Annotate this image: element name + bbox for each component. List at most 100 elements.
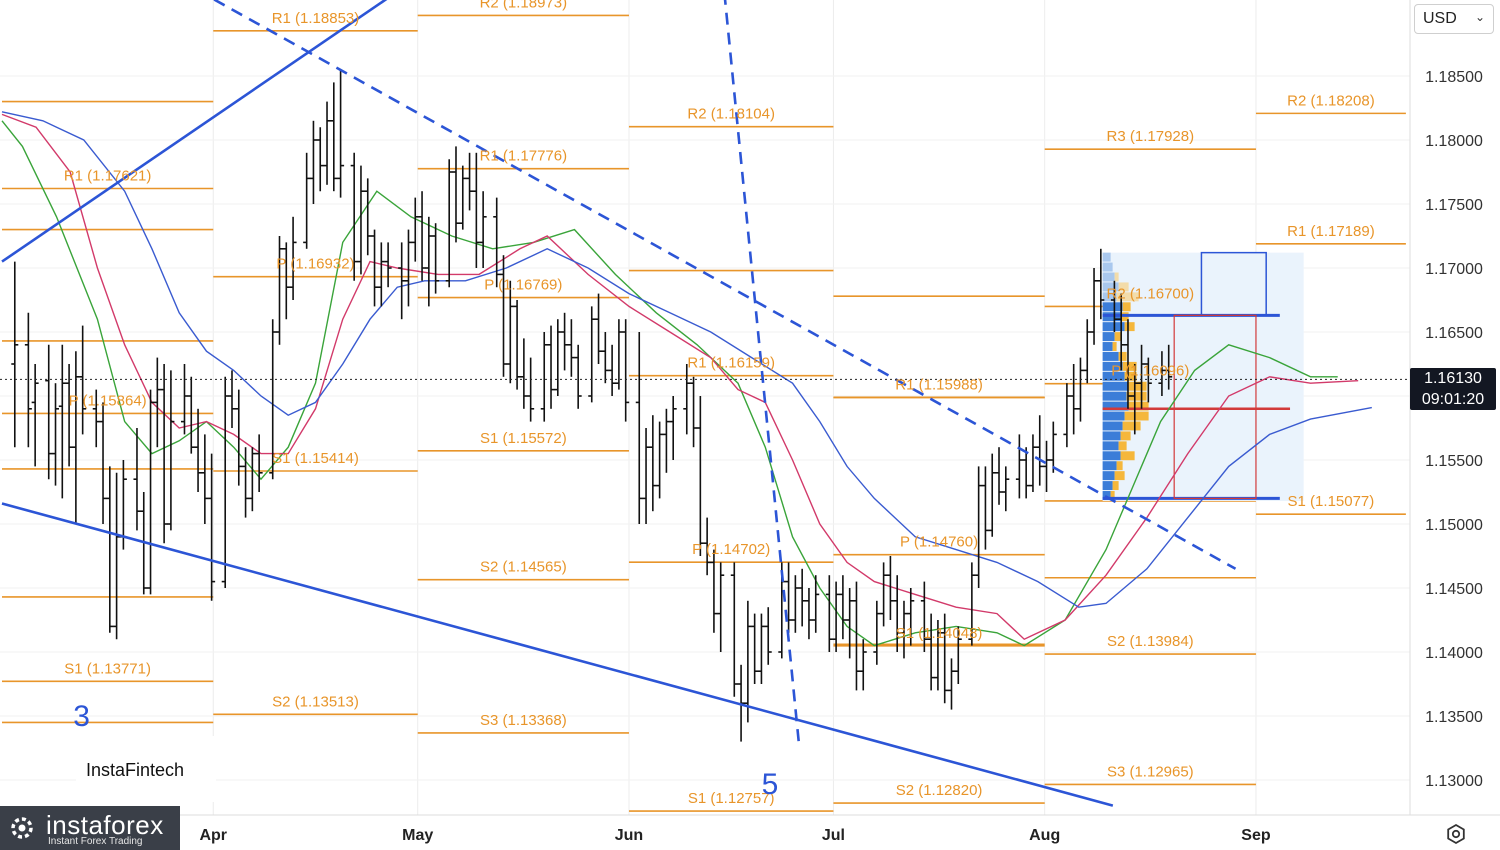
price-tick-label: 1.18500 (1425, 69, 1483, 86)
pivot-level-label: S3 (1.12965) (1107, 763, 1194, 780)
pivot-level-label: R3 (1.17928) (1107, 128, 1195, 145)
ohlc-bar (920, 581, 928, 652)
ohlc-bar (65, 364, 73, 467)
ohlc-bar (79, 325, 87, 435)
ohlc-bar (662, 408, 670, 473)
ohlc-bar (812, 575, 820, 633)
ohlc-bar (1070, 364, 1078, 435)
ohlc-bar (995, 447, 1003, 505)
volume-profile-bar (1118, 351, 1127, 361)
instafintech-watermark: InstaFintech (76, 736, 216, 802)
ohlc-bar (432, 223, 440, 294)
pivot-level-label: S1 (1.14048) (896, 625, 983, 642)
volume-profile-bar (1102, 411, 1125, 421)
ohlc-bar (445, 159, 453, 288)
ohlc-bar (187, 376, 195, 454)
ohlc-bar (92, 389, 100, 448)
ohlc-bar (255, 434, 263, 492)
wave-count-label: 5 (762, 768, 779, 801)
volume-profile-bar (1116, 461, 1123, 471)
volume-profile-bar (1128, 401, 1149, 411)
ohlc-bar (791, 575, 799, 633)
ohlc-bar (52, 383, 60, 486)
ohlc-bar (282, 242, 290, 320)
volume-profile-bar (1102, 451, 1121, 461)
ohlc-bar (194, 408, 202, 492)
ohlc-bar (377, 242, 385, 307)
ohlc-bar (364, 178, 372, 256)
ohlc-bar (337, 69, 345, 198)
ohlc-bar (567, 319, 575, 377)
ohlc-bar (316, 127, 324, 192)
level-labels: R1 (1.18853) R2 (1.18973) R1 (1.17621) R1 (… (64, 0, 1375, 807)
ohlc-bar (133, 428, 141, 531)
volume-profile-bar (1114, 332, 1121, 342)
ohlc-bar (825, 575, 833, 652)
pivot-level-label: R1 (1.17776) (480, 148, 568, 165)
ohlc-bar (1029, 434, 1037, 492)
ohlc-bar (988, 453, 996, 537)
ohlc-bar (167, 370, 175, 531)
ohlc-bar (72, 351, 80, 524)
ohlc-bar (1043, 440, 1051, 492)
pivot-level-label: S2 (1.14565) (480, 559, 567, 576)
ohlc-bar (147, 389, 155, 595)
ohlc-bar (859, 639, 867, 691)
ohlc-bar (1036, 415, 1044, 486)
ohlc-bar (785, 562, 793, 633)
ohlc-bar (975, 466, 983, 588)
ohlc-bar (58, 344, 66, 499)
ohlc-bar (303, 152, 311, 249)
price-tick-label: 1.13500 (1425, 709, 1483, 726)
time-tick-label: Apr (199, 827, 227, 844)
volume-profile-bar (1110, 491, 1115, 500)
ohlc-bar (574, 344, 582, 409)
ohlc-bar (547, 325, 555, 409)
pivot-level-label: R2 (1.16700) (1107, 285, 1195, 302)
time-tick-label: Jun (615, 827, 643, 844)
ohlc-bar (717, 562, 725, 652)
volume-profile-bar (1102, 332, 1115, 342)
volume-profile-bar (1102, 292, 1117, 302)
pivot-level-label: P (1.15864) (69, 392, 147, 409)
ohlc-bar (764, 607, 772, 665)
pivot-level-label: S1 (1.15414) (272, 450, 359, 467)
pivot-level-label: P (1.14760) (900, 534, 978, 551)
ohlc-bar (235, 389, 243, 486)
volume-profile-bar (1102, 371, 1125, 381)
ohlc-bar (696, 396, 704, 556)
price-tick-label: 1.16500 (1425, 325, 1483, 342)
volume-profile-bar (1102, 342, 1113, 351)
ohlc-bar (554, 319, 562, 396)
time-tick-label: Sep (1241, 827, 1271, 844)
pivot-level-label: S1 (1.15077) (1288, 493, 1375, 510)
pivot-level-label: R2 (1.18973) (480, 0, 568, 11)
ohlc-bar (927, 613, 935, 691)
ohlc-bar (751, 613, 759, 684)
ohlc-bar (99, 402, 107, 524)
ohlc-bar (622, 319, 630, 422)
ohlc-bar (425, 216, 433, 307)
ohlc-bar (805, 588, 813, 640)
settings-icon[interactable] (1444, 822, 1468, 846)
pivot-level-label: R1 (1.16159) (687, 355, 775, 372)
currency-select[interactable]: USD ⌄ (1414, 4, 1494, 34)
ohlc-bar (160, 364, 168, 544)
channel-trendline (1, 502, 1114, 807)
ohlc-bar (615, 319, 623, 390)
volume-profile-bar (1102, 282, 1119, 292)
ohlc-bar (357, 165, 365, 275)
ohlc-bar (520, 338, 528, 409)
ohlc-bar (350, 152, 358, 281)
ohlc-bar (1165, 344, 1173, 390)
brand-name: instaforex (46, 810, 164, 840)
ohlc-bar (398, 242, 406, 320)
volume-profile-bar (1118, 282, 1129, 292)
price-bars (11, 69, 1173, 742)
pivot-level-label: R1 (1.17189) (1287, 223, 1375, 240)
ohlc-bar (500, 255, 508, 377)
ohlc-bar (846, 588, 854, 659)
ohlc-bar (106, 466, 114, 633)
volume-profile-bar (1112, 342, 1117, 351)
